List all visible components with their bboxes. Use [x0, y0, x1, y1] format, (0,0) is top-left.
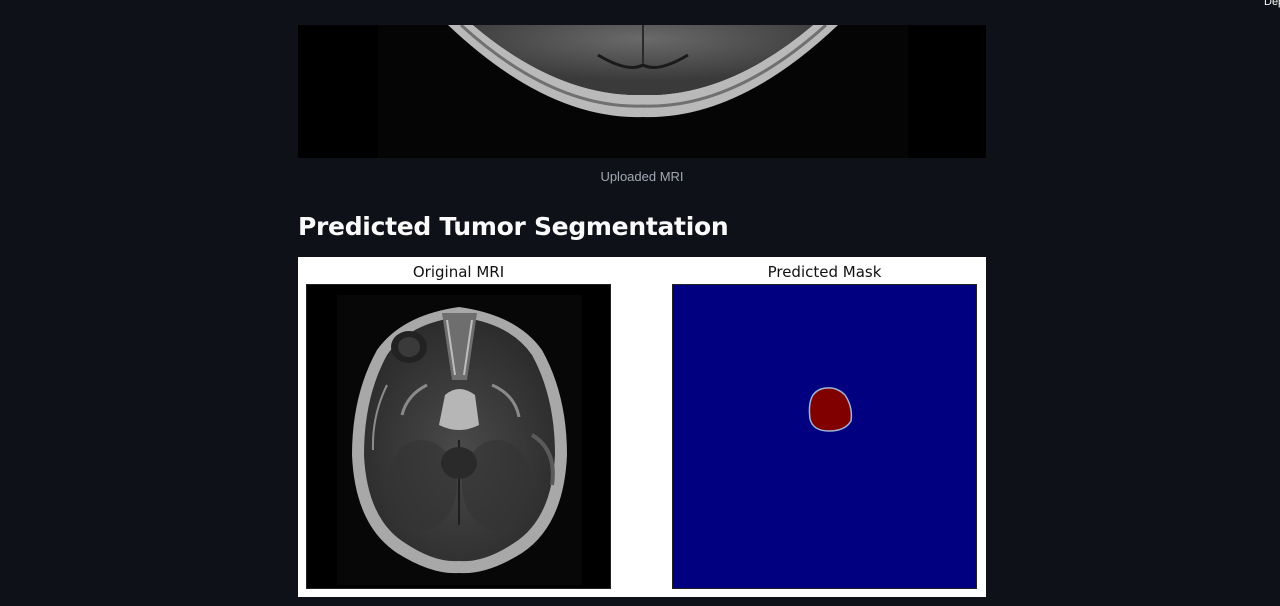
original-mri-panel: [306, 284, 611, 589]
app-header: Deploy: [0, 0, 1280, 25]
segmentation-figure: Original MRI Predicted Mask: [298, 257, 986, 597]
deploy-button[interactable]: Deploy: [1264, 0, 1280, 8]
section-title: Predicted Tumor Segmentation: [298, 212, 729, 241]
tumor-region: [808, 387, 853, 432]
uploaded-mri-image: [298, 25, 986, 158]
mask-background: [673, 285, 976, 588]
uploaded-mri-caption: Uploaded MRI: [600, 169, 684, 184]
predicted-mask-title: Predicted Mask: [767, 263, 882, 281]
main-content: Uploaded MRI Predicted Tumor Segmentatio…: [298, 25, 986, 597]
original-mri-title: Original MRI: [412, 263, 505, 281]
predicted-mask-panel: [672, 284, 977, 589]
